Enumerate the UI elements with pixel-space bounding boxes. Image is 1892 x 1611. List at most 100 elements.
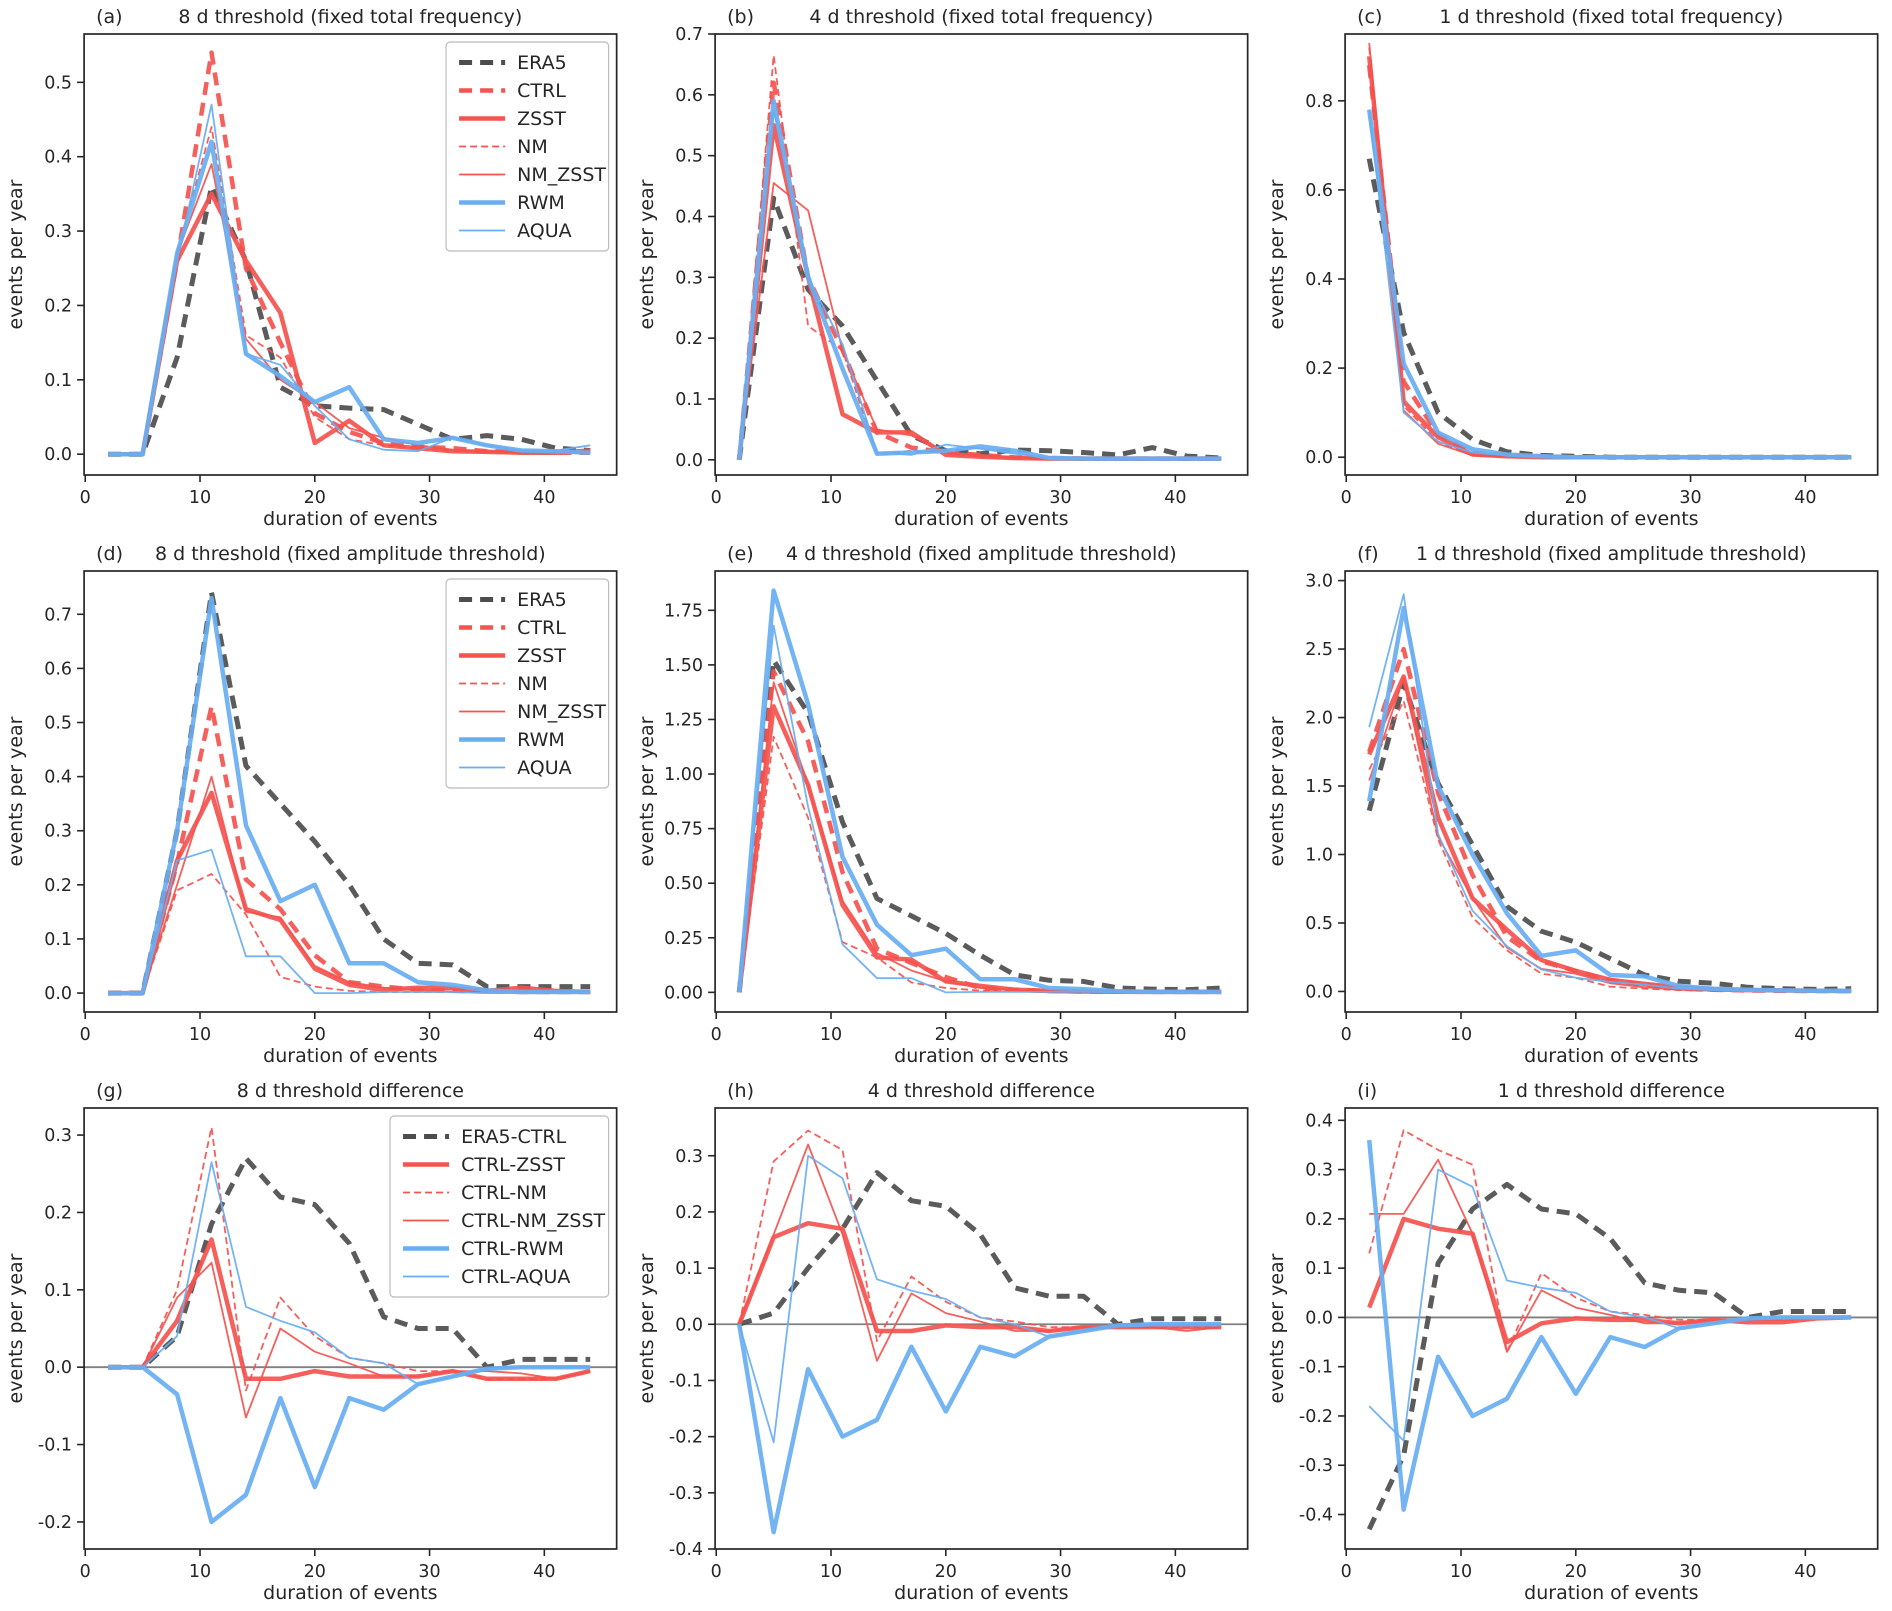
- x-axis-tick-label: 20: [1565, 488, 1587, 508]
- chart-panel-b: 0 10 20 30 40 0.0 0.1 0.2 0.3 0.4 0.5 0.6 0.7 (b) 4 d …: [630, 0, 1262, 537]
- x-axis-label: duration of events: [894, 508, 1068, 530]
- y-axis-tick-label: 0.2: [44, 876, 72, 896]
- x-axis-tick-label: 20: [1565, 1562, 1587, 1582]
- panel-tag: (f): [1357, 543, 1379, 565]
- x-axis-tick-label: 10: [1450, 1562, 1472, 1582]
- panel-tag: (d): [96, 543, 123, 565]
- legend-entry-label: AQUA: [517, 220, 572, 242]
- x-axis-label: duration of events: [263, 1582, 437, 1604]
- legend-box: [445, 578, 610, 789]
- x-axis-tick-label: 0: [710, 1562, 721, 1582]
- y-axis-tick-label: 0.75: [664, 820, 703, 840]
- legend-entry-label: RWM: [517, 192, 565, 214]
- panel-background: [630, 1074, 1262, 1611]
- y-axis-tick-label: 1.75: [664, 601, 703, 621]
- series-line-CTRL-AQUA: [738, 1154, 1221, 1444]
- y-axis-tick-label: 0.2: [44, 296, 72, 316]
- y-axis-tick-label: 0.0: [1306, 982, 1334, 1002]
- y-axis-tick-label: -0.3: [669, 1484, 703, 1504]
- panel-background: [630, 0, 1262, 537]
- series-line-CTRL-ZSST: [1367, 1216, 1852, 1345]
- series-line-NM: [108, 873, 591, 995]
- x-axis-tick-label: 0: [80, 1562, 91, 1582]
- y-axis-tick-label: -0.3: [1299, 1456, 1333, 1476]
- x-axis-tick-label: 20: [304, 488, 326, 508]
- y-axis-tick-label: 1.0: [1306, 846, 1334, 866]
- y-axis-tick-label: 1.5: [1306, 777, 1334, 797]
- y-axis-tick-label: 0.8: [1306, 92, 1334, 112]
- panel-title: 1 d threshold (fixed total frequency): [1440, 6, 1784, 28]
- y-axis-tick-label: 0.4: [1306, 270, 1334, 290]
- x-axis-tick-label: 20: [934, 488, 956, 508]
- y-axis-label: events per year: [5, 716, 27, 866]
- y-axis-tick-label: 0.4: [44, 148, 72, 168]
- panel-tag: (b): [727, 6, 754, 28]
- y-axis-tick-label: 1.50: [664, 656, 703, 676]
- panel-tag: (e): [727, 543, 754, 565]
- x-axis-tick-label: 0: [80, 488, 91, 508]
- panel-background: [630, 537, 1262, 1074]
- panel-background: [1261, 537, 1892, 1074]
- legend-entry-label: ERA5: [517, 52, 567, 74]
- y-axis-tick-label: 0.1: [44, 930, 72, 950]
- legend-entry-label: AQUA: [517, 757, 572, 779]
- x-axis-tick-label: 30: [418, 488, 440, 508]
- y-axis-tick-label: 0.1: [44, 1281, 72, 1301]
- x-axis-tick-label: 30: [1680, 488, 1702, 508]
- axes-frame: [83, 33, 618, 476]
- chart-panel-c: 0 10 20 30 40 0.0 0.2 0.4 0.6 0.8 (c) 1 d threshold…: [1261, 0, 1892, 537]
- panel-tag: (c): [1357, 6, 1382, 28]
- y-axis-tick-label: 0.5: [1306, 914, 1334, 934]
- x-axis-label: duration of events: [894, 1582, 1068, 1604]
- series-line-ERA5: [108, 184, 591, 457]
- legend-box: [445, 41, 610, 252]
- series-line-NM: [1368, 700, 1852, 993]
- legend-entry-label: ERA5-CTRL: [461, 1126, 567, 1148]
- axes-frame: [1344, 570, 1879, 1013]
- panel-title: 4 d threshold (fixed amplitude threshold…: [786, 543, 1177, 565]
- y-axis-tick-label: 0.3: [1306, 1161, 1334, 1181]
- series-line-CTRL-NM_ZSST: [738, 1143, 1221, 1362]
- x-axis-tick-label: 30: [1049, 1562, 1071, 1582]
- legend-entry-label: NM: [517, 673, 548, 695]
- legend-entry-label: CTRL-AQUA: [461, 1266, 570, 1288]
- series-line-CTRL-NM_ZSST: [108, 1261, 591, 1419]
- x-axis-tick-label: 20: [304, 1025, 326, 1045]
- panel-background: [1261, 0, 1892, 537]
- y-axis-tick-label: 0.1: [675, 390, 703, 410]
- chart-panel-e: 0 10 20 30 40 0.00 0.25 0.50 0.75 1.00 1.25 1.50 1.7…: [630, 537, 1262, 1074]
- x-axis-tick-label: 40: [1164, 488, 1186, 508]
- x-axis-tick-label: 20: [934, 1025, 956, 1045]
- panel-title: 1 d threshold (fixed amplitude threshold…: [1416, 543, 1807, 565]
- x-axis-tick-label: 40: [1164, 1562, 1186, 1582]
- panel-title: 4 d threshold (fixed total frequency): [809, 6, 1153, 28]
- axes-frame: [713, 1107, 1249, 1550]
- chart-svg-c: 0 10 20 30 40 0.0 0.2 0.4 0.6 0.8 (c) 1 d threshold…: [1261, 0, 1892, 537]
- y-axis-tick-label: 0.4: [1306, 1111, 1334, 1131]
- x-axis-tick-label: 10: [1450, 488, 1472, 508]
- y-axis-tick-label: 0.25: [664, 929, 703, 949]
- y-axis-tick-label: -0.2: [38, 1513, 72, 1533]
- legend-entry-label: NM: [517, 136, 548, 158]
- x-axis-tick-label: 30: [418, 1025, 440, 1045]
- legend-entry-label: CTRL-ZSST: [461, 1154, 565, 1176]
- panel-title: 8 d threshold difference: [237, 1080, 464, 1102]
- y-axis-label: events per year: [5, 179, 27, 329]
- panel-tag: (a): [96, 6, 122, 28]
- y-axis-tick-label: 0.2: [44, 1203, 72, 1223]
- x-axis-tick-label: 30: [1680, 1562, 1702, 1582]
- y-axis-tick-label: 0.3: [675, 268, 703, 288]
- legend-entry-label: ERA5: [517, 589, 567, 611]
- series-line-CTRL: [108, 50, 591, 457]
- panel-tag: (h): [727, 1080, 754, 1102]
- legend-entry-label: ZSST: [517, 108, 566, 130]
- y-axis-tick-label: 0.6: [44, 659, 72, 679]
- legend-entry-label: ZSST: [517, 645, 566, 667]
- y-axis-tick-label: 0.3: [44, 822, 72, 842]
- axes-frame: [713, 33, 1249, 476]
- x-axis-tick-label: 40: [1795, 1025, 1817, 1045]
- series-line-AQUA: [1368, 593, 1852, 993]
- y-axis-tick-label: 0.0: [675, 451, 703, 471]
- x-axis-label: duration of events: [894, 1045, 1068, 1067]
- y-axis-tick-label: 0.1: [1306, 1259, 1334, 1279]
